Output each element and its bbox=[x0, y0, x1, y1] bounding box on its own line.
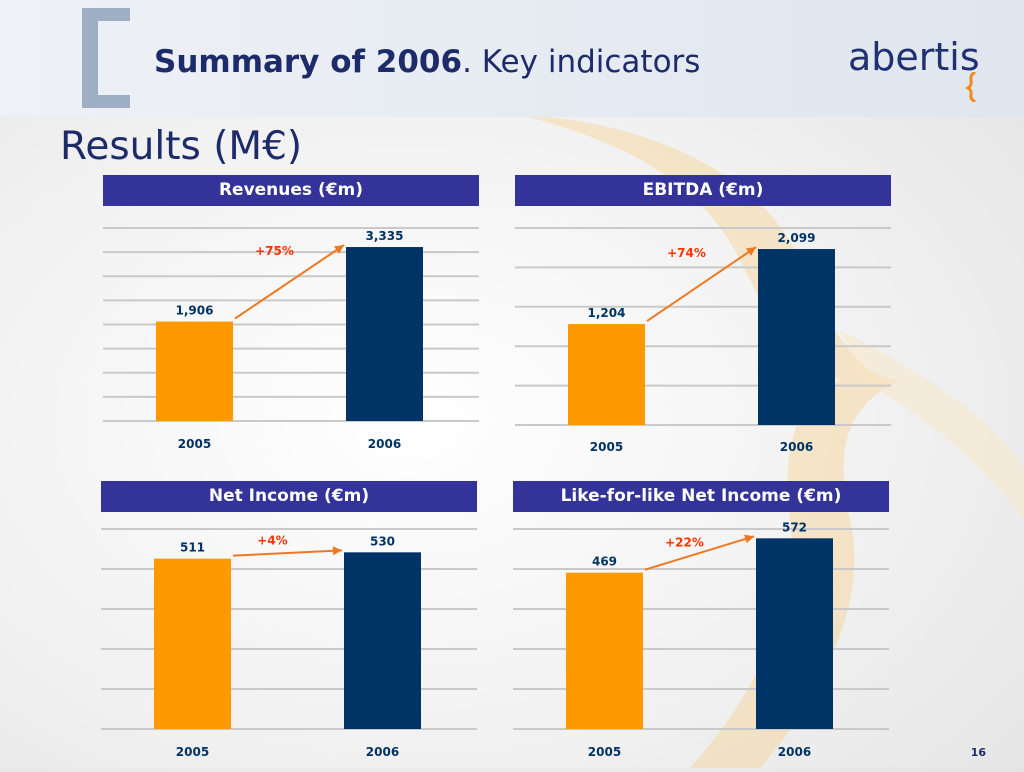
value-label-2005: 1,906 bbox=[176, 304, 214, 318]
growth-arrow-line bbox=[646, 246, 757, 322]
bar-2005 bbox=[566, 572, 643, 729]
value-label-2005: 1,204 bbox=[588, 306, 626, 320]
x-tick-label-2005: 2005 bbox=[176, 745, 209, 759]
x-tick-label-2005: 2005 bbox=[178, 437, 211, 451]
x-tick-label-2006: 2006 bbox=[780, 440, 813, 454]
growth-arrow-head bbox=[746, 247, 756, 256]
chart-revenues-header: Revenues (€m) bbox=[103, 175, 479, 206]
header-band bbox=[0, 0, 1024, 117]
chart-lfl-net-income-plot: 469 2005 572 2006 +22% bbox=[513, 520, 889, 759]
growth-label: +74% bbox=[667, 246, 706, 260]
slide-title-rest: . Key indicators bbox=[462, 44, 701, 80]
bar-2006 bbox=[344, 552, 421, 729]
chart-ebitda-header: EBITDA (€m) bbox=[515, 175, 891, 206]
growth-arrow-head bbox=[332, 546, 342, 556]
bar-2006 bbox=[346, 247, 423, 421]
growth-label: +22% bbox=[665, 535, 704, 549]
chart-net-income-header: Net Income (€m) bbox=[101, 481, 477, 512]
growth-arrow-line bbox=[234, 244, 345, 320]
chart-net-income-plot: 511 2005 530 2006 +4% bbox=[101, 528, 477, 759]
growth-arrow-line bbox=[232, 549, 343, 557]
growth-arrow-head bbox=[744, 534, 754, 544]
logo-swirl-icon bbox=[964, 72, 976, 102]
value-label-2006: 2,099 bbox=[778, 231, 816, 245]
chart-ebitda-plot: 1,204 2005 2,099 2006 +74% bbox=[515, 227, 891, 454]
page-number: 16 bbox=[970, 746, 986, 759]
bar-2005 bbox=[156, 321, 233, 421]
chart-lfl-net-income-header: Like-for-like Net Income (€m) bbox=[513, 481, 889, 512]
bar-2006 bbox=[756, 538, 833, 729]
x-tick-label-2006: 2006 bbox=[366, 745, 399, 759]
growth-label: +4% bbox=[257, 533, 287, 547]
bar-2005 bbox=[568, 324, 645, 425]
growth-arrow-head bbox=[334, 245, 344, 254]
x-tick-label-2006: 2006 bbox=[368, 437, 401, 451]
abertis-logo: abertis bbox=[848, 35, 980, 79]
value-label-2005: 469 bbox=[592, 555, 617, 569]
x-tick-label-2005: 2005 bbox=[590, 440, 623, 454]
value-label-2006: 572 bbox=[782, 520, 807, 534]
x-tick-label-2005: 2005 bbox=[588, 745, 621, 759]
value-label-2005: 511 bbox=[180, 541, 205, 555]
value-label-2006: 530 bbox=[370, 534, 395, 548]
growth-label: +75% bbox=[255, 244, 294, 258]
x-tick-label-2006: 2006 bbox=[778, 745, 811, 759]
chart-revenues-plot: 1,906 2005 3,335 2006 +75% bbox=[103, 227, 479, 451]
bar-2006 bbox=[758, 249, 835, 425]
bracket-decoration bbox=[82, 8, 130, 108]
growth-arrow-line bbox=[644, 535, 755, 571]
value-label-2006: 3,335 bbox=[366, 229, 404, 243]
bar-2005 bbox=[154, 558, 231, 729]
section-title: Results (M€) bbox=[60, 124, 303, 169]
slide-title: Summary of 2006. Key indicators bbox=[154, 44, 700, 80]
slide-title-bold: Summary of 2006 bbox=[154, 44, 463, 80]
